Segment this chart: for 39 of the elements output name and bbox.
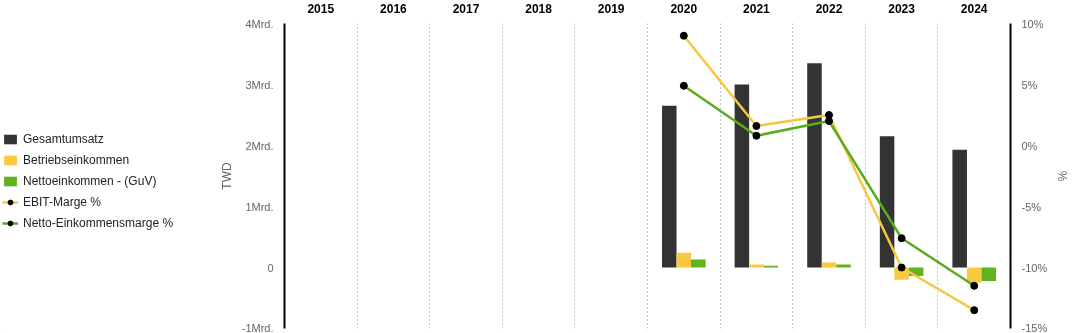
x-tick-label: 2016 [380,1,408,16]
y2-tick-label: -15% [1021,321,1048,333]
x-tick-label: 2023 [888,1,916,16]
y-tick-label: 3Mrd. [245,78,274,91]
legend-label: Nettoeinkommen - (GuV) [23,174,157,188]
bar [662,105,677,268]
x-tick-label: 2019 [597,1,625,16]
bar [676,252,692,268]
y2-tick-label: -5% [1021,200,1042,213]
legend-label: EBIT-Marge % [23,195,102,209]
y-axis-title: TWD [219,162,234,190]
y2-tick-label: 0% [1021,139,1038,152]
y-tick-label: 1Mrd. [245,200,274,213]
x-tick-label: 2022 [815,1,843,16]
y2-tick-label: -10% [1021,261,1048,274]
legend-label: Netto-Einkommensmarge % [23,216,174,230]
legend-label: Betriebseinkommen [23,153,130,167]
bar [981,267,996,281]
bar [749,264,764,268]
bar [836,264,851,268]
y-tick-label: 2Mrd. [245,139,274,152]
bar [807,63,822,268]
bar [691,259,706,268]
legend-label: Gesamtumsatz [23,132,104,146]
x-tick-label: 2018 [525,1,553,16]
x-tick-label: 2020 [670,1,698,16]
x-tick-label: 2024 [960,1,988,16]
bar [821,262,837,268]
y2-axis-title: % [1055,170,1070,182]
y-tick-label: 4Mrd. [245,17,274,30]
bar [734,84,750,268]
y-tick-label: 0 [267,261,274,274]
x-tick-label: 2015 [307,1,335,16]
y2-tick-label: 5% [1021,78,1038,91]
x-tick-label: 2021 [743,1,771,16]
x-tick-label: 2017 [452,1,480,16]
y2-tick-label: 10% [1021,17,1044,30]
bar [952,149,967,268]
y-tick-label: -1Mrd. [241,321,274,333]
